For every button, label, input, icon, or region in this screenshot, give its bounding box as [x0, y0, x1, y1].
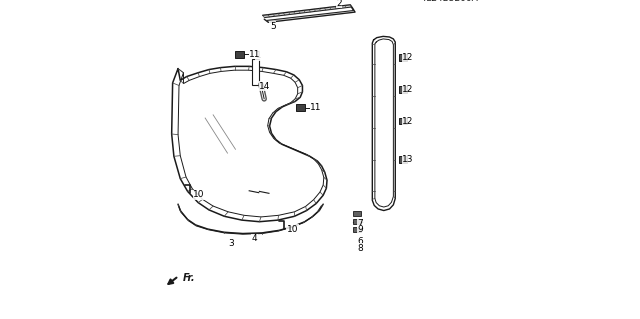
- Bar: [399, 54, 407, 61]
- Text: 4: 4: [252, 234, 257, 243]
- Text: 14: 14: [259, 82, 271, 91]
- Polygon shape: [178, 204, 323, 234]
- Text: 10: 10: [193, 190, 205, 199]
- Bar: [235, 51, 244, 58]
- Text: 6: 6: [357, 237, 363, 246]
- Bar: [399, 156, 407, 163]
- Bar: [252, 59, 259, 85]
- Text: TL24B5200A: TL24B5200A: [421, 0, 478, 3]
- Bar: [353, 219, 360, 224]
- Polygon shape: [262, 5, 355, 22]
- Text: 12: 12: [403, 53, 413, 62]
- Text: 5: 5: [270, 22, 276, 31]
- Bar: [296, 104, 305, 111]
- Text: 12: 12: [403, 85, 413, 94]
- Text: 11: 11: [249, 50, 260, 59]
- Text: 8: 8: [357, 244, 363, 253]
- Text: 13: 13: [403, 155, 414, 164]
- Polygon shape: [372, 36, 396, 211]
- Bar: [353, 227, 360, 232]
- Bar: [353, 211, 360, 216]
- Text: 3: 3: [228, 239, 234, 248]
- Text: 7: 7: [357, 219, 363, 228]
- Text: 10: 10: [287, 225, 298, 234]
- Text: Fr.: Fr.: [183, 273, 195, 283]
- Text: 1: 1: [256, 51, 262, 60]
- Bar: [399, 86, 407, 93]
- Polygon shape: [172, 66, 327, 222]
- Bar: [399, 118, 407, 124]
- Text: 2: 2: [337, 0, 342, 8]
- Text: 9: 9: [357, 225, 363, 234]
- Text: 11: 11: [310, 103, 322, 112]
- Text: 12: 12: [403, 117, 413, 126]
